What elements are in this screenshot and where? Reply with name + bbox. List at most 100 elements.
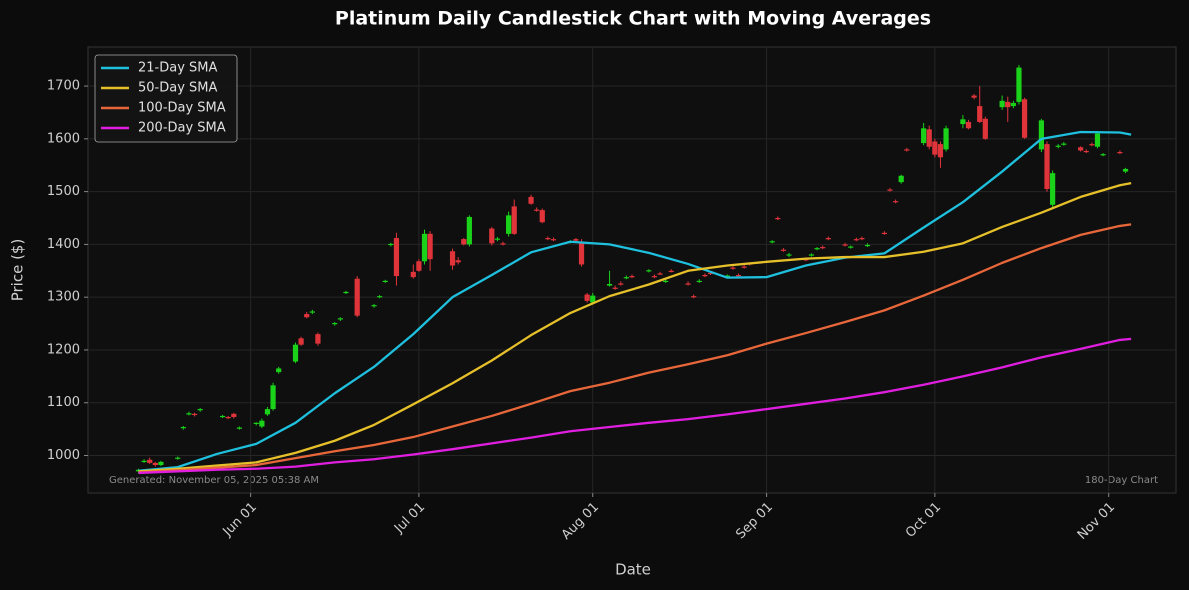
candle-body bbox=[511, 206, 517, 234]
candle-body bbox=[534, 209, 540, 211]
candle-body bbox=[825, 238, 831, 240]
candle-body bbox=[1117, 152, 1123, 154]
candle-body bbox=[461, 239, 467, 245]
candle-body bbox=[965, 121, 972, 129]
candle-body bbox=[1122, 168, 1129, 172]
candle-body bbox=[141, 460, 147, 463]
candle-body bbox=[657, 273, 663, 275]
legend-label: 21-Day SMA bbox=[138, 61, 218, 76]
candle-body bbox=[377, 296, 383, 298]
candle-body bbox=[388, 243, 394, 246]
candle-body bbox=[926, 129, 932, 147]
candle-body bbox=[786, 254, 792, 256]
candle-body bbox=[158, 461, 164, 466]
candle-body bbox=[780, 249, 787, 251]
candle-body bbox=[887, 189, 893, 191]
candle-body bbox=[410, 271, 416, 278]
candle-body bbox=[864, 244, 871, 247]
candle-body bbox=[466, 216, 472, 245]
candle-body bbox=[1038, 120, 1045, 150]
candle-body bbox=[808, 254, 815, 256]
candle-body bbox=[455, 260, 461, 263]
candle-body bbox=[937, 144, 944, 158]
candle-body bbox=[489, 228, 495, 244]
plot-area bbox=[87, 46, 1177, 494]
candle-body bbox=[623, 277, 629, 279]
candle-body bbox=[702, 275, 708, 277]
candle-body bbox=[343, 291, 349, 294]
y-tick-label: 1000 bbox=[47, 448, 80, 463]
candle-body bbox=[494, 238, 501, 240]
candle-body bbox=[932, 141, 938, 155]
candle-body bbox=[264, 409, 271, 415]
candle-body bbox=[147, 459, 153, 463]
sma-line bbox=[138, 182, 1132, 473]
y-tick-label: 1600 bbox=[47, 131, 80, 146]
x-axis-label: Date bbox=[615, 561, 651, 579]
candle-body bbox=[1089, 144, 1095, 146]
y-tick-label: 1500 bbox=[47, 184, 80, 199]
candle-body bbox=[898, 175, 904, 183]
candle-body bbox=[696, 280, 702, 283]
y-tick-label: 1100 bbox=[47, 395, 80, 410]
candle-body bbox=[735, 275, 742, 277]
candle-body bbox=[724, 275, 730, 277]
candle-body bbox=[707, 272, 714, 275]
candle-body bbox=[500, 243, 506, 245]
candle-body bbox=[881, 232, 887, 234]
candle-body bbox=[943, 128, 949, 150]
candle-body bbox=[853, 239, 859, 241]
legend: 21-Day SMA 50-Day SMA 100-Day SMA 200-Day S… bbox=[94, 54, 238, 143]
marks bbox=[135, 64, 1132, 475]
candle-body bbox=[1100, 154, 1106, 156]
candle-body bbox=[382, 280, 388, 283]
candle-body bbox=[545, 238, 551, 240]
candle-body bbox=[236, 427, 243, 429]
candle-body bbox=[730, 267, 736, 269]
candle-body bbox=[741, 266, 747, 268]
candle-body bbox=[651, 276, 658, 278]
candle-body bbox=[1078, 147, 1084, 151]
candle-body bbox=[584, 294, 590, 301]
candle-body bbox=[685, 283, 691, 285]
candle-body bbox=[663, 280, 669, 283]
candle-body bbox=[528, 196, 534, 204]
candle-body bbox=[225, 416, 231, 419]
legend-label: 50-Day SMA bbox=[138, 81, 218, 96]
candle-body bbox=[298, 338, 304, 345]
candle-body bbox=[1016, 67, 1022, 102]
footer-right: 180-Day Chart bbox=[1085, 475, 1158, 486]
candle-body bbox=[668, 270, 674, 272]
candle-body bbox=[1094, 133, 1101, 147]
candle-body bbox=[175, 457, 181, 459]
candle-body bbox=[449, 251, 456, 266]
chart-title: Platinum Daily Candlestick Chart with Mo… bbox=[335, 8, 931, 30]
y-axis-label: Price ($) bbox=[9, 239, 27, 302]
candle-body bbox=[371, 305, 377, 307]
candle-body bbox=[152, 462, 158, 466]
candle-body bbox=[691, 296, 697, 298]
candle-body bbox=[1050, 173, 1056, 205]
candle-body bbox=[1005, 101, 1011, 108]
candle-body bbox=[921, 128, 927, 144]
candle-body bbox=[337, 318, 343, 320]
candle-body bbox=[982, 118, 988, 139]
candle-body bbox=[618, 283, 624, 285]
candle-body bbox=[1055, 145, 1061, 147]
candle-body bbox=[1044, 144, 1050, 189]
sma-line bbox=[138, 337, 1132, 475]
candle-body bbox=[309, 311, 315, 313]
candle-body bbox=[775, 218, 781, 220]
candle-body bbox=[231, 413, 237, 417]
sma-line bbox=[138, 130, 1132, 472]
candle-body bbox=[573, 239, 579, 241]
candle-body bbox=[506, 215, 512, 234]
candle-body bbox=[977, 106, 983, 122]
candle-body bbox=[219, 415, 226, 418]
candle-body bbox=[191, 413, 198, 416]
candle-body bbox=[892, 201, 899, 203]
candle-body bbox=[197, 409, 203, 411]
candle-body bbox=[332, 323, 338, 325]
sma-line bbox=[138, 223, 1132, 474]
